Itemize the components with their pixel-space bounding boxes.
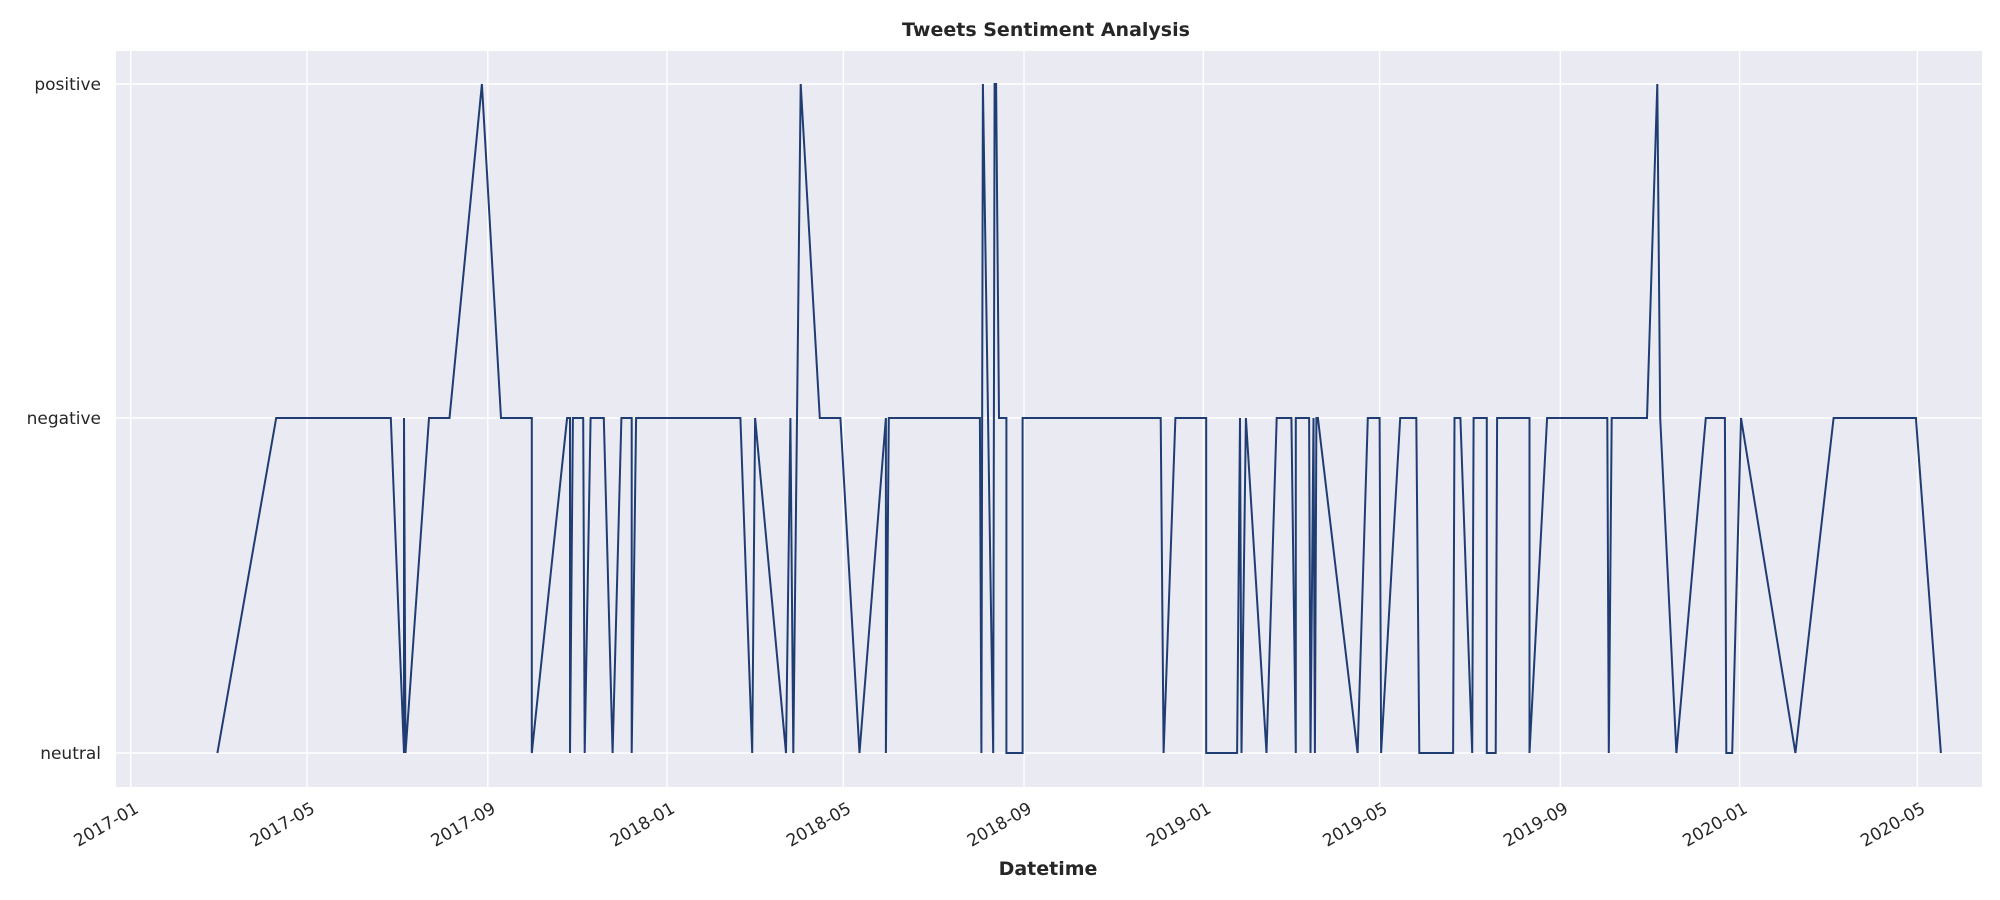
x-tick-label: 2020-01 [1680, 799, 1752, 852]
series-line [216, 83, 1942, 754]
x-tick-label: 2018-09 [964, 799, 1036, 852]
x-tick-label: 2019-01 [1143, 799, 1215, 852]
x-tick-label: 2018-01 [607, 799, 679, 852]
x-tick-label: 2017-05 [247, 799, 319, 852]
x-tick-label: 2019-05 [1320, 799, 1392, 852]
y-tick-label: neutral [40, 744, 101, 764]
line-layer [216, 83, 1942, 754]
x-tick-label: 2020-05 [1857, 799, 1929, 852]
x-tick-label: 2019-09 [1500, 799, 1572, 852]
x-axis-label: Datetime [999, 858, 1098, 880]
chart-title: Tweets Sentiment Analysis [902, 19, 1190, 41]
y-tick-label: positive [34, 75, 101, 95]
x-ticks: 2017-01 2017-05 2017-09 2018-01 2018-05 2018-… [71, 799, 1929, 852]
x-tick-label: 2018-05 [783, 799, 855, 852]
x-tick-label: 2017-01 [71, 799, 143, 852]
y-tick-label: negative [27, 409, 101, 429]
y-ticks: neutral negative positive [27, 75, 101, 764]
x-tick-label: 2017-09 [428, 799, 500, 852]
